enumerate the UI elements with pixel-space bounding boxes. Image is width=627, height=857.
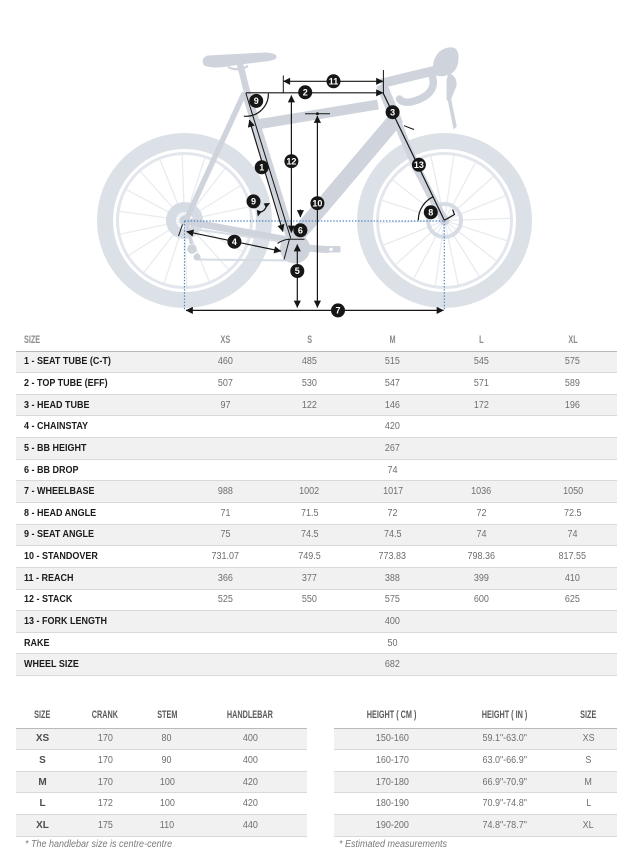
svg-text:6: 6: [298, 226, 303, 236]
svg-text:7: 7: [335, 306, 340, 316]
svg-text:3: 3: [390, 107, 395, 117]
svg-text:1: 1: [259, 163, 264, 173]
svg-text:9: 9: [251, 197, 256, 207]
svg-text:13: 13: [414, 160, 424, 170]
svg-text:11: 11: [329, 77, 339, 87]
svg-text:12: 12: [286, 156, 296, 166]
svg-text:2: 2: [303, 88, 308, 98]
svg-text:9: 9: [254, 96, 259, 106]
svg-text:4: 4: [232, 237, 237, 247]
svg-text:10: 10: [312, 198, 322, 208]
svg-text:8: 8: [428, 208, 433, 218]
svg-text:5: 5: [295, 266, 300, 276]
